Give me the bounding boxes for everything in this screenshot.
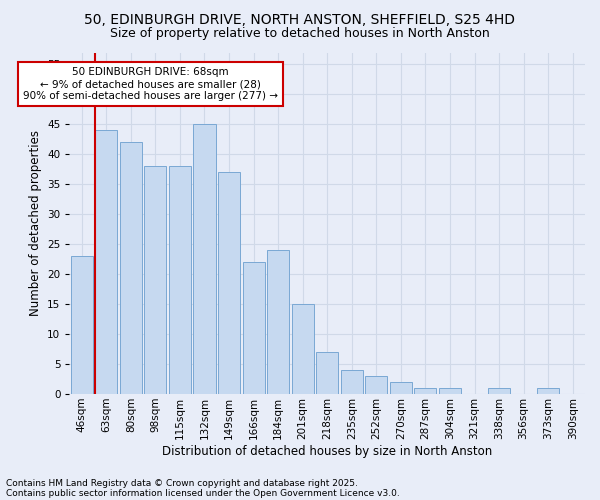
Bar (267, 250, 289, 394)
Text: 50 EDINBURGH DRIVE: 68sqm
← 9% of detached houses are smaller (28)
90% of semi-d: 50 EDINBURGH DRIVE: 68sqm ← 9% of detach… (23, 68, 278, 100)
Bar (365, 376, 388, 394)
Bar (145, 166, 166, 394)
Bar (537, 388, 559, 394)
X-axis label: Distribution of detached houses by size in North Anston: Distribution of detached houses by size … (162, 444, 493, 458)
Bar (193, 124, 215, 394)
Text: Contains public sector information licensed under the Open Government Licence v3: Contains public sector information licen… (6, 488, 400, 498)
Bar (120, 142, 142, 394)
Bar (488, 388, 510, 394)
Bar (439, 388, 461, 394)
Bar (390, 382, 412, 394)
Bar (71, 256, 93, 394)
Bar (242, 262, 265, 394)
Y-axis label: Number of detached properties: Number of detached properties (29, 130, 41, 316)
Bar (95, 130, 118, 394)
Bar (415, 388, 436, 394)
Bar (341, 370, 363, 394)
Text: Contains HM Land Registry data © Crown copyright and database right 2025.: Contains HM Land Registry data © Crown c… (6, 478, 358, 488)
Bar (218, 172, 240, 394)
Text: 50, EDINBURGH DRIVE, NORTH ANSTON, SHEFFIELD, S25 4HD: 50, EDINBURGH DRIVE, NORTH ANSTON, SHEFF… (85, 12, 515, 26)
Text: Size of property relative to detached houses in North Anston: Size of property relative to detached ho… (110, 28, 490, 40)
Bar (169, 166, 191, 394)
Bar (316, 352, 338, 394)
Bar (292, 304, 314, 394)
